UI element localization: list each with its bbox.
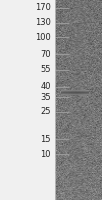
- Text: 130: 130: [35, 18, 51, 27]
- Bar: [0, 0, 55, 200]
- Text: 10: 10: [40, 150, 51, 159]
- Text: 70: 70: [40, 50, 51, 59]
- Text: 35: 35: [40, 93, 51, 102]
- Text: 55: 55: [40, 65, 51, 74]
- Text: 170: 170: [35, 3, 51, 12]
- Text: 25: 25: [40, 108, 51, 116]
- Text: 15: 15: [40, 134, 51, 144]
- Text: 100: 100: [35, 32, 51, 42]
- Text: 40: 40: [40, 82, 51, 91]
